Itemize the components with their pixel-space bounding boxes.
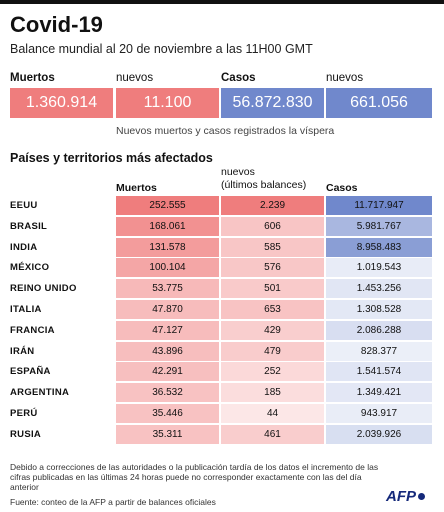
new-cases-cell: 585 — [221, 237, 324, 257]
new-cases-cell: 479 — [221, 341, 324, 361]
deaths-cell: 35.311 — [116, 424, 219, 444]
new-cases-cell: 461 — [221, 424, 324, 444]
summary-value-new-cases: 661.056 — [326, 88, 432, 118]
country-name: MÉXICO — [10, 262, 50, 274]
column-header-cases: Casos — [326, 182, 358, 194]
table-row: IRÁN 43.896 479 828.377 — [0, 341, 444, 362]
summary-note: Nuevos muertos y casos registrados la ví… — [116, 125, 335, 137]
summary-label-new-deaths: nuevos — [116, 72, 154, 84]
cases-cell: 828.377 — [326, 341, 432, 361]
cases-cell: 1.349.421 — [326, 383, 432, 403]
page-subtitle: Balance mundial al 20 de noviembre a las… — [10, 42, 313, 56]
footer-note: Debido a correcciones de las autoridades… — [10, 462, 379, 492]
deaths-cell: 36.532 — [116, 383, 219, 403]
deaths-cell: 53.775 — [116, 279, 219, 299]
country-name: ARGENTINA — [10, 387, 70, 399]
new-cases-cell: 185 — [221, 383, 324, 403]
new-cases-cell: 501 — [221, 279, 324, 299]
cases-cell: 8.958.483 — [326, 237, 432, 257]
table-row: PERÚ 35.446 44 943.917 — [0, 404, 444, 424]
table-row: BRASIL 168.061 606 5.981.767 — [0, 216, 444, 237]
summary-label-cases: Casos — [221, 72, 256, 84]
table-row: REINO UNIDO 53.775 501 1.453.256 — [0, 279, 444, 299]
column-header-deaths: Muertos — [116, 182, 157, 194]
country-name: REINO UNIDO — [10, 283, 77, 295]
cases-cell: 2.039.926 — [326, 424, 432, 444]
cases-cell: 5.981.767 — [326, 216, 432, 236]
country-name: ESPAÑA — [10, 366, 51, 378]
table-row: EEUU 252.555 2.239 11.717.947 — [0, 196, 444, 216]
country-name: IRÁN — [10, 345, 35, 357]
table-title: Países y territorios más afectados — [10, 151, 213, 165]
deaths-cell: 252.555 — [116, 196, 219, 215]
cases-cell: 11.717.947 — [326, 196, 432, 215]
summary-value-cases: 56.872.830 — [221, 88, 324, 118]
deaths-cell: 47.870 — [116, 300, 219, 319]
top-rule — [0, 0, 444, 4]
cases-cell: 1.019.543 — [326, 258, 432, 278]
deaths-cell: 42.291 — [116, 362, 219, 382]
new-cases-cell: 429 — [221, 320, 324, 340]
table-row: FRANCIA 47.127 429 2.086.288 — [0, 320, 444, 341]
afp-logo: AFP — [386, 488, 425, 505]
new-cases-cell: 44 — [221, 404, 324, 423]
table-row: ESPAÑA 42.291 252 1.541.574 — [0, 362, 444, 382]
cases-cell: 2.086.288 — [326, 320, 432, 340]
new-cases-cell: 653 — [221, 300, 324, 319]
country-name: FRANCIA — [10, 324, 55, 336]
column-header-new-line2: (últimos balances) — [221, 179, 307, 191]
deaths-cell: 131.578 — [116, 237, 219, 257]
column-header-new-line1: nuevos — [221, 166, 255, 178]
source-note: Fuente: conteo de la AFP a partir de bal… — [10, 497, 216, 507]
table-row: ITALIA 47.870 653 1.308.528 — [0, 300, 444, 320]
new-cases-cell: 252 — [221, 362, 324, 382]
country-name: EEUU — [10, 200, 38, 211]
deaths-cell: 100.104 — [116, 258, 219, 278]
country-name: RUSIA — [10, 428, 42, 440]
new-cases-cell: 606 — [221, 216, 324, 236]
table-row: INDIA 131.578 585 8.958.483 — [0, 237, 444, 258]
cases-cell: 1.308.528 — [326, 300, 432, 319]
cases-cell: 943.917 — [326, 404, 432, 423]
country-name: PERÚ — [10, 408, 38, 419]
new-cases-cell: 576 — [221, 258, 324, 278]
cases-cell: 1.541.574 — [326, 362, 432, 382]
new-cases-cell: 2.239 — [221, 196, 324, 215]
page-title: Covid-19 — [10, 12, 103, 37]
table-row: ARGENTINA 36.532 185 1.349.421 — [0, 383, 444, 403]
country-name: BRASIL — [10, 220, 48, 232]
deaths-cell: 35.446 — [116, 404, 219, 423]
table-row: MÉXICO 100.104 576 1.019.543 — [0, 258, 444, 278]
summary-label-deaths: Muertos — [10, 72, 55, 84]
deaths-cell: 168.061 — [116, 216, 219, 236]
table-row: RUSIA 35.311 461 2.039.926 — [0, 424, 444, 445]
deaths-cell: 43.896 — [116, 341, 219, 361]
country-name: INDIA — [10, 241, 38, 253]
summary-label-new-cases: nuevos — [326, 72, 364, 84]
summary-value-new-deaths: 11.100 — [116, 88, 219, 118]
cases-cell: 1.453.256 — [326, 279, 432, 299]
deaths-cell: 47.127 — [116, 320, 219, 340]
country-name: ITALIA — [10, 304, 42, 315]
summary-value-deaths: 1.360.914 — [10, 88, 113, 118]
